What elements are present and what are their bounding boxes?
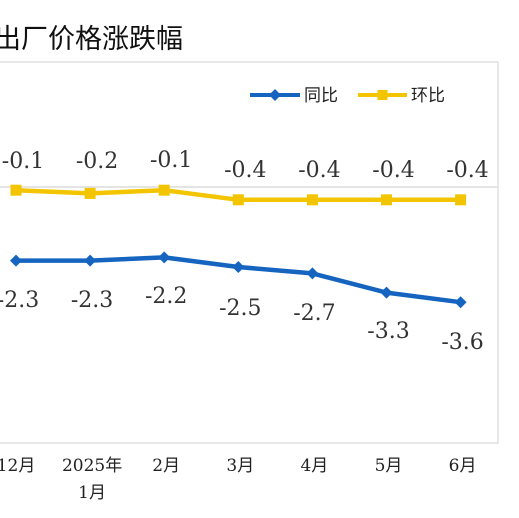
data-label-yoy: -2.3 — [71, 288, 113, 313]
data-label-mom: -0.1 — [150, 148, 192, 173]
data-point-mom — [84, 187, 96, 199]
x-tick-label: 4月 — [300, 456, 328, 476]
x-axis-ticks: 12月 2025年 1月 2月 3月 4月 5月 6月 — [0, 456, 477, 503]
data-point-mom — [158, 184, 170, 196]
series-layer — [10, 184, 467, 309]
data-point-mom — [10, 184, 22, 196]
data-label-mom: -0.2 — [76, 149, 118, 174]
data-point-mom — [306, 194, 318, 206]
legend: 同比 环比 — [250, 86, 445, 106]
data-point-yoy — [158, 251, 171, 264]
x-tick-label: 2025年 — [62, 456, 122, 476]
x-tick-label: 2月 — [152, 456, 180, 476]
data-label-mom: -0.4 — [446, 158, 488, 183]
data-point-yoy — [306, 267, 319, 280]
data-point-yoy — [10, 254, 22, 267]
data-label-yoy: -2.3 — [0, 288, 39, 313]
x-tick-label: 1月 — [78, 483, 106, 503]
data-point-yoy — [454, 296, 467, 309]
legend-marker-mom — [377, 90, 388, 100]
legend-marker-yoy — [269, 89, 281, 101]
data-label-yoy: -2.2 — [145, 284, 187, 309]
data-point-mom — [381, 194, 392, 206]
data-label-yoy: -2.5 — [219, 296, 261, 321]
data-label-yoy: -2.7 — [293, 301, 335, 326]
x-tick-label: 6月 — [449, 456, 477, 476]
legend-label-yoy: 同比 — [304, 86, 338, 106]
data-label-mom: -0.1 — [2, 149, 44, 174]
data-label-mom: -0.4 — [298, 158, 340, 183]
data-point-mom — [455, 194, 467, 206]
data-label-yoy: -3.3 — [367, 319, 409, 344]
plot-area-frame — [0, 61, 499, 444]
x-tick-label: 5月 — [375, 456, 403, 476]
chart-title: 出厂价格涨跌幅 — [0, 24, 183, 55]
data-point-yoy — [84, 254, 97, 267]
data-labels: -2.3 -2.3 -2.2 -2.5 -2.7 -3.3 -3.6 -0.1 -0.2 -0.1… — [0, 148, 489, 355]
data-point-yoy — [232, 261, 245, 273]
data-label-mom: -0.4 — [224, 158, 266, 183]
legend-label-mom: 环比 — [411, 86, 445, 106]
x-tick-label: 3月 — [226, 456, 254, 476]
data-point-yoy — [380, 286, 393, 299]
x-tick-label: 12月 — [0, 456, 35, 476]
data-label-mom: -0.4 — [372, 158, 414, 183]
data-point-mom — [232, 194, 244, 206]
data-label-yoy: -3.6 — [441, 330, 483, 355]
